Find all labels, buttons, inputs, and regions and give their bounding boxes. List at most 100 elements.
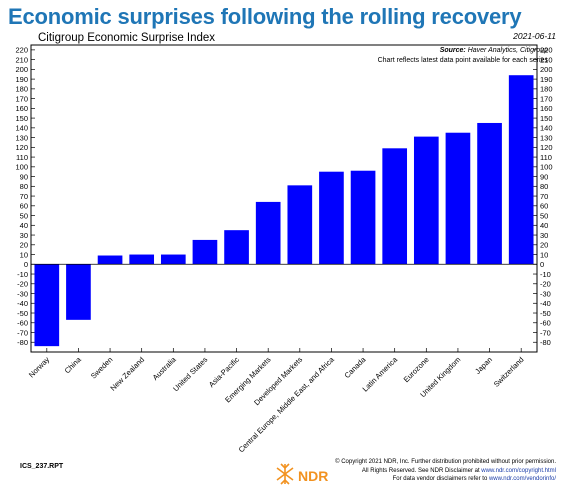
y-tick-label-right: 100 xyxy=(540,163,553,172)
y-tick-label-left: 50 xyxy=(20,211,28,220)
y-tick-label-left: 120 xyxy=(15,143,28,152)
y-tick-label-right: 210 xyxy=(540,55,553,64)
bar-11 xyxy=(382,148,408,265)
y-tick-label-left: 0 xyxy=(24,260,28,269)
y-tick-label-right: 80 xyxy=(540,182,548,191)
x-tick-label: New Zealand xyxy=(108,355,146,393)
y-tick-label-right: -40 xyxy=(540,299,551,308)
y-tick-label-left: -10 xyxy=(17,270,28,279)
logo-text: NDR xyxy=(298,468,329,484)
x-tick-label: Switzerland xyxy=(492,355,526,389)
bar-14 xyxy=(477,122,502,265)
y-tick-label-right: 10 xyxy=(540,250,548,259)
x-tick-label: Latin America xyxy=(361,354,400,393)
y-tick-label-right: 140 xyxy=(540,124,553,133)
bar-5 xyxy=(192,239,218,265)
copyright-block: © Copyright 2021 NDR, Inc. Further distr… xyxy=(335,458,556,484)
y-tick-label-right: 20 xyxy=(540,241,548,250)
ndr-logo-icon xyxy=(276,463,294,485)
y-tick-label-right: 170 xyxy=(540,94,553,103)
source-label: Source: xyxy=(439,47,466,54)
copyright-link[interactable]: www.ndr.com/copyright.html xyxy=(481,467,556,474)
y-tick-label-left: -30 xyxy=(17,289,28,298)
bar-3 xyxy=(129,254,155,265)
y-tick-label-left: 30 xyxy=(20,231,28,240)
y-tick-label-left: 10 xyxy=(20,250,28,259)
y-tick-label-right: 0 xyxy=(540,260,544,269)
y-tick-label-right: 110 xyxy=(540,153,552,162)
y-tick-label-left: 80 xyxy=(20,182,28,191)
y-tick-label-right: 220 xyxy=(540,46,553,55)
report-code: ICS_237.RPT xyxy=(20,463,64,470)
bar-13 xyxy=(445,132,471,265)
y-tick-label-left: -40 xyxy=(17,299,28,308)
y-tick-label-left: 160 xyxy=(15,104,28,113)
y-tick-label-right: 180 xyxy=(540,85,553,94)
y-tick-label-right: 50 xyxy=(540,211,548,220)
y-tick-label-left: 210 xyxy=(15,55,28,64)
y-tick-label-left: 40 xyxy=(20,221,28,230)
x-tick-label: Japan xyxy=(473,355,494,376)
bars xyxy=(34,75,534,347)
y-tick-label-right: -20 xyxy=(540,280,551,289)
x-tick-label: Australia xyxy=(151,354,179,382)
y-axis-right: -80-70-60-50-40-30-20-100102030405060708… xyxy=(533,46,553,347)
y-tick-label-left: 70 xyxy=(20,192,28,201)
y-tick-label-right: 40 xyxy=(540,221,548,230)
y-axis-left: -80-70-60-50-40-30-20-100102030405060708… xyxy=(15,46,35,347)
x-tick-label: China xyxy=(63,354,84,375)
bar-4 xyxy=(160,254,186,265)
y-tick-label-left: 170 xyxy=(15,94,28,103)
y-tick-label-left: 100 xyxy=(15,163,28,172)
y-tick-label-right: 190 xyxy=(540,75,553,84)
y-tick-label-right: 90 xyxy=(540,172,548,181)
vendor-link[interactable]: www.ndr.com/vendorinfo/ xyxy=(488,476,556,482)
headline: Economic surprises following the rolling… xyxy=(8,4,522,29)
x-tick-label: Eurozone xyxy=(402,355,431,384)
bar-0 xyxy=(34,264,60,347)
y-tick-label-left: 220 xyxy=(15,46,28,55)
plot-frame xyxy=(30,44,538,353)
y-tick-label-left: 140 xyxy=(15,124,28,133)
y-tick-label-left: 110 xyxy=(16,153,28,162)
source-text: Haver Analytics, Citigroup xyxy=(467,47,548,54)
chart-date: 2021-06-11 xyxy=(513,31,556,41)
copyright-line-2: All Rights Reserved. See NDR Disclaimer … xyxy=(361,467,482,474)
y-tick-label-right: -10 xyxy=(540,270,551,279)
ndr-logo: NDR xyxy=(272,460,342,490)
source-block: Source: Haver Analytics, Citigroup Chart… xyxy=(378,46,548,66)
bar-1 xyxy=(66,264,91,320)
y-tick-label-right: 30 xyxy=(540,231,548,240)
bar-6 xyxy=(224,230,249,265)
y-tick-label-left: 200 xyxy=(15,65,28,74)
bar-2 xyxy=(97,255,123,265)
y-tick-label-left: -60 xyxy=(17,319,28,328)
y-tick-label-right: 150 xyxy=(540,114,553,123)
copyright-line-1: © Copyright 2021 NDR, Inc. Further distr… xyxy=(335,459,556,465)
y-tick-label-right: 70 xyxy=(540,192,548,201)
y-tick-label-left: 180 xyxy=(15,85,28,94)
y-tick-label-right: -60 xyxy=(540,319,551,328)
bar-10 xyxy=(350,170,376,265)
y-tick-label-right: 160 xyxy=(540,104,553,113)
y-tick-label-left: -80 xyxy=(17,338,28,347)
y-tick-label-right: -80 xyxy=(540,338,551,347)
chart-note: Chart reflects latest data point availab… xyxy=(377,57,548,64)
y-tick-label-left: 60 xyxy=(20,202,28,211)
chart-title: Citigroup Economic Surprise Index xyxy=(38,32,216,44)
bar-15 xyxy=(508,75,534,265)
y-tick-label-right: 60 xyxy=(540,202,548,211)
y-tick-label-left: -50 xyxy=(17,309,28,318)
bar-12 xyxy=(413,136,439,265)
y-tick-label-right: 120 xyxy=(540,143,553,152)
copyright-line-3: For data vendor disclaimers refer to xyxy=(392,476,489,482)
y-tick-label-right: 200 xyxy=(540,65,553,74)
x-tick-label: Norway xyxy=(27,355,52,380)
y-tick-label-left: 150 xyxy=(15,114,28,123)
bar-9 xyxy=(319,171,344,265)
x-tick-label: Sweden xyxy=(89,355,115,381)
y-tick-label-left: -70 xyxy=(17,328,28,337)
y-tick-label-left: -20 xyxy=(17,280,28,289)
